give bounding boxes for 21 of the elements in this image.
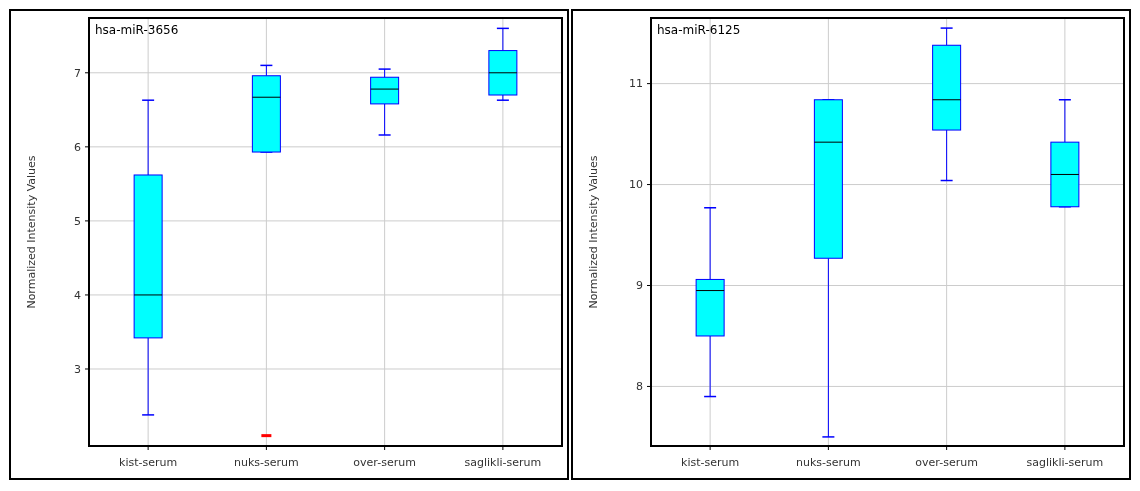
y-tick-label: 4 (74, 288, 81, 302)
x-tick-label: over-serum (915, 456, 978, 469)
x-tick-label: nuks-serum (234, 456, 299, 469)
x-tick-label: kist-serum (681, 456, 740, 469)
x-tick-label: over-serum (353, 456, 416, 469)
x-tick-label: nuks-serum (796, 456, 861, 469)
y-tick-label: 5 (74, 214, 81, 228)
y-tick-label: 11 (629, 77, 643, 91)
y-axis-title: Normalized Intensity Values (587, 155, 600, 309)
y-tick-label: 8 (636, 380, 643, 394)
y-tick-label: 3 (74, 362, 81, 376)
y-tick-label: 7 (74, 66, 81, 80)
x-tick-label: saglikli-serum (1026, 456, 1104, 469)
y-tick-label: 9 (636, 279, 643, 293)
x-tick-label: kist-serum (119, 456, 178, 469)
y-tick-label: 10 (629, 178, 643, 192)
y-axis-title: Normalized Intensity Values (25, 155, 38, 309)
chart-title: hsa-miR-3656 (95, 23, 179, 37)
y-tick-label: 6 (74, 140, 81, 154)
x-tick-label: saglikli-serum (464, 456, 542, 469)
chart-title: hsa-miR-6125 (657, 23, 741, 37)
